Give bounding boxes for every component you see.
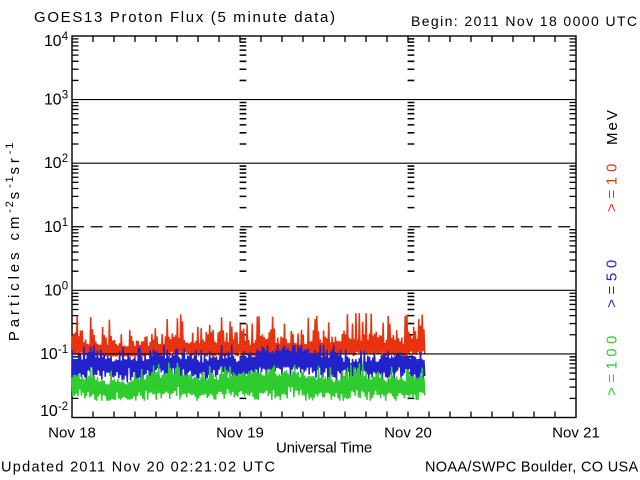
svg-text:Nov 21: Nov 21 — [552, 425, 600, 442]
svg-text:Nov 20: Nov 20 — [384, 425, 432, 442]
svg-text:Particles cm-2s-1sr-1: Particles cm-2s-1sr-1 — [4, 141, 23, 341]
svg-text:Begin: 2011 Nov 18 0000 UTC: Begin: 2011 Nov 18 0000 UTC — [411, 13, 638, 29]
svg-text:Nov 19: Nov 19 — [216, 425, 264, 442]
svg-text:>=10: >=10 — [604, 159, 621, 212]
svg-text:10: 10 — [44, 155, 62, 172]
svg-text:10: 10 — [40, 346, 58, 363]
svg-text:>=50: >=50 — [604, 255, 621, 308]
svg-text:Nov 18: Nov 18 — [48, 425, 96, 442]
svg-text:10: 10 — [44, 282, 62, 299]
svg-text:>=100: >=100 — [604, 331, 621, 395]
svg-text:3: 3 — [62, 90, 68, 102]
svg-text:4: 4 — [62, 31, 69, 43]
svg-text:Updated 2011 Nov 20 02:21:02 U: Updated 2011 Nov 20 02:21:02 UTC — [1, 460, 276, 476]
svg-text:MeV: MeV — [604, 108, 621, 145]
svg-text:10: 10 — [40, 403, 58, 420]
svg-text:10: 10 — [44, 33, 62, 50]
svg-text:GOES13 Proton Flux (5 minute d: GOES13 Proton Flux (5 minute data) — [34, 9, 337, 26]
svg-text:NOAA/SWPC Boulder, CO USA: NOAA/SWPC Boulder, CO USA — [425, 460, 638, 476]
svg-text:10: 10 — [44, 92, 62, 109]
svg-text:1: 1 — [62, 217, 68, 229]
svg-text:-2: -2 — [58, 401, 68, 413]
svg-text:-1: -1 — [58, 344, 68, 356]
svg-text:0: 0 — [62, 280, 68, 292]
svg-text:10: 10 — [44, 219, 62, 236]
svg-text:2: 2 — [62, 153, 68, 165]
svg-text:Universal Time: Universal Time — [276, 440, 372, 457]
